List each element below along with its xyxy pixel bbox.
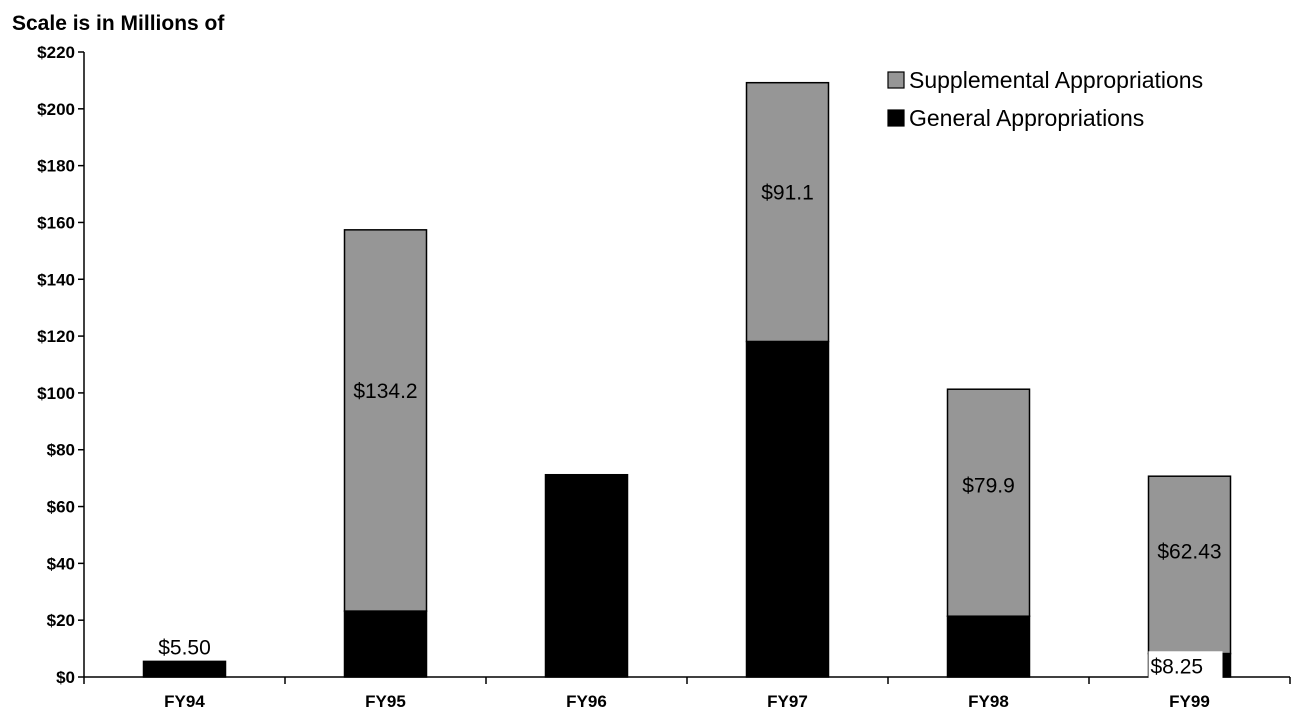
data-label: $134.2 xyxy=(353,380,417,403)
y-axis: $0 $20 $40 $60 $80 $100 $120 $140 $160 $180 $200 $2… xyxy=(37,43,85,687)
legend-swatch xyxy=(887,109,905,127)
legend-swatch xyxy=(887,71,905,89)
data-label: $8.25 xyxy=(1151,655,1204,678)
y-tick-label: $220 xyxy=(37,43,75,62)
y-tick-label: $80 xyxy=(47,441,75,460)
supplemental-bar-fy95 xyxy=(343,229,428,612)
y-tick-label: $180 xyxy=(37,157,75,176)
x-tick-label: FY97 xyxy=(767,692,808,711)
legend-label: General Appropriations xyxy=(909,105,1144,131)
y-tick-label: $140 xyxy=(37,270,75,289)
legend: Supplemental Appropriations General Appro… xyxy=(887,67,1203,131)
x-tick-label: FY98 xyxy=(968,692,1009,711)
y-tick-label: $40 xyxy=(47,554,75,573)
y-tick-label: $20 xyxy=(47,611,75,630)
legend-label: Supplemental Appropriations xyxy=(909,67,1203,93)
y-tick-label: $120 xyxy=(37,327,75,346)
data-label-background xyxy=(1148,651,1223,680)
x-tick-label: FY94 xyxy=(164,692,205,711)
x-tick-label: FY95 xyxy=(365,692,406,711)
supplemental-bar-fy98 xyxy=(946,388,1031,617)
y-tick-label: $160 xyxy=(37,213,75,232)
supplemental-bar-fy99 xyxy=(1147,475,1232,655)
supplemental-bar-fy97 xyxy=(745,81,830,343)
x-tick-label: FY96 xyxy=(566,692,607,711)
y-tick-label: $0 xyxy=(56,668,75,687)
general-bar-fy97 xyxy=(745,340,830,678)
x-tick-label: FY99 xyxy=(1169,692,1210,711)
x-axis: FY94 FY95 FY96 FY97 FY98 FY99 xyxy=(83,676,1291,711)
data-label: $79.9 xyxy=(962,475,1015,498)
y-axis-title: Scale is in Millions of xyxy=(12,12,225,35)
data-label: $91.1 xyxy=(761,181,814,204)
general-bar-fy94 xyxy=(142,660,227,678)
bars xyxy=(142,81,1232,678)
data-label: $62.43 xyxy=(1157,541,1221,564)
general-bar-fy95 xyxy=(343,610,428,678)
y-tick-label: $100 xyxy=(37,384,75,403)
y-tick-label: $60 xyxy=(47,498,75,517)
data-labels: $5.50 $134.2 $91.1 $79.9 $8.25 $62.43 xyxy=(158,181,1223,680)
y-tick-label: $200 xyxy=(37,100,75,119)
data-label: $5.50 xyxy=(158,636,211,659)
general-bar-fy96 xyxy=(544,473,629,678)
general-bar-fy98 xyxy=(946,615,1031,678)
